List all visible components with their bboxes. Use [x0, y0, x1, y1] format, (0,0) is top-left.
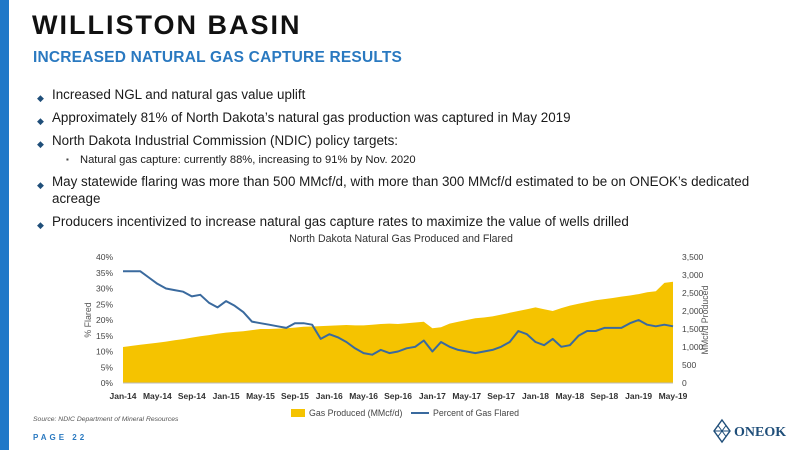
x-tick-label: Sep-16 — [384, 391, 412, 401]
x-tick-label: May-14 — [143, 391, 172, 401]
right-tick-label: 1,000 — [682, 342, 704, 352]
left-tick-label: 15% — [96, 331, 113, 341]
left-tick-label: 35% — [96, 268, 113, 278]
accent-bar — [0, 0, 9, 450]
left-tick-label: 5% — [101, 362, 114, 372]
left-tick-label: 25% — [96, 299, 113, 309]
x-tick-label: Jan-15 — [213, 391, 240, 401]
logo-mark-icon — [713, 418, 731, 444]
chart-title: North Dakota Natural Gas Produced and Fl… — [289, 233, 513, 245]
x-axis-ticks: Jan-14 May-14 Sep-14 Jan-15 May-15 Sep-15 Jan-… — [110, 391, 688, 401]
x-tick-label: Jan-17 — [419, 391, 446, 401]
left-axis-label: % Flared — [83, 302, 93, 337]
bullet-text: Producers incentivized to increase natur… — [52, 214, 629, 229]
legend-label-produced: Gas Produced (MMcf/d) — [309, 408, 402, 418]
x-tick-label: Sep-15 — [281, 391, 309, 401]
sub-bullet-text: Natural gas capture: currently 88%, incr… — [80, 154, 416, 166]
x-tick-label: Jan-16 — [316, 391, 343, 401]
x-tick-label: Sep-14 — [178, 391, 206, 401]
page-title: WILLISTON BASIN — [32, 10, 302, 40]
produced-area — [123, 281, 673, 383]
right-axis-label: MMcf/d Produced — [700, 285, 710, 354]
oneok-logo: ONEOK — [713, 418, 786, 444]
logo-text: ONEOK — [734, 425, 786, 440]
x-tick-label: Jan-18 — [522, 391, 549, 401]
source-note: Source: NDIC Department of Mineral Resou… — [33, 416, 179, 423]
page-number: PAGE 22 — [33, 433, 88, 442]
right-tick-label: 2,500 — [682, 288, 704, 298]
bullet-list: ◆ Increased NGL and natural gas value upl… — [36, 86, 776, 236]
diamond-bullet-icon: ◆ — [37, 180, 44, 190]
left-tick-label: 0% — [101, 378, 114, 388]
x-tick-label: Jan-14 — [110, 391, 137, 401]
left-tick-label: 10% — [96, 347, 113, 357]
x-tick-label: Sep-17 — [487, 391, 515, 401]
legend-label-flared: Percent of Gas Flared — [433, 408, 519, 418]
right-tick-label: 0 — [682, 378, 687, 388]
x-tick-label: Jan-19 — [625, 391, 652, 401]
x-tick-label: Sep-18 — [590, 391, 618, 401]
page-subtitle: INCREASED NATURAL GAS CAPTURE RESULTS — [33, 49, 403, 66]
left-axis-ticks: 0% 5% 10% 15% 20% 25% 30% 35% 40% — [96, 252, 113, 388]
bullet-item: ◆ Increased NGL and natural gas value upl… — [36, 86, 776, 103]
right-axis-ticks: 0 500 1,000 1,500 2,000 2,500 3,000 3,500 — [682, 252, 704, 388]
flared-line-layer — [123, 270, 674, 356]
diamond-bullet-icon: ◆ — [37, 139, 44, 149]
bullet-text: Increased NGL and natural gas value upli… — [52, 87, 306, 102]
x-tick-label: May-19 — [659, 391, 688, 401]
bullet-text: North Dakota Industrial Commission (NDIC… — [52, 133, 399, 148]
left-tick-label: 20% — [96, 315, 113, 325]
x-tick-label: May-17 — [452, 391, 481, 401]
x-tick-label: May-16 — [349, 391, 378, 401]
x-tick-label: May-18 — [555, 391, 584, 401]
diamond-bullet-icon: ◆ — [37, 93, 44, 103]
legend-swatch-produced — [291, 409, 305, 417]
bullet-text: Approximately 81% of North Dakota’s natu… — [52, 110, 571, 125]
bullet-text: May statewide flaring was more than 500 … — [52, 174, 750, 206]
bullet-item: ◆ May statewide flaring was more than 500… — [36, 173, 776, 207]
sub-bullet-item: ▪ Natural gas capture: currently 88%, inc… — [52, 153, 776, 167]
diamond-bullet-icon: ◆ — [37, 116, 44, 126]
diamond-bullet-icon: ◆ — [37, 220, 44, 230]
flared-line — [123, 270, 674, 356]
square-bullet-icon: ▪ — [66, 155, 69, 164]
bullet-item: ◆ Producers incentivized to increase natu… — [36, 213, 776, 230]
bullet-item: ◆ North Dakota Industrial Commission (NDI… — [36, 132, 776, 167]
right-tick-label: 2,000 — [682, 306, 704, 316]
right-tick-label: 1,500 — [682, 324, 704, 334]
produced-area-layer — [123, 281, 673, 383]
left-tick-label: 40% — [96, 252, 113, 262]
right-tick-label: 3,000 — [682, 270, 704, 280]
x-tick-label: May-15 — [246, 391, 275, 401]
right-tick-label: 500 — [682, 360, 696, 370]
bullet-item: ◆ Approximately 81% of North Dakota’s nat… — [36, 109, 776, 126]
left-tick-label: 30% — [96, 284, 113, 294]
right-tick-label: 3,500 — [682, 252, 704, 262]
chart-legend: Gas Produced (MMcf/d) Percent of Gas Fla… — [291, 408, 519, 418]
sub-bullet-list: ▪ Natural gas capture: currently 88%, inc… — [52, 153, 776, 167]
gas-chart: North Dakota Natural Gas Produced and Fl… — [83, 233, 710, 418]
